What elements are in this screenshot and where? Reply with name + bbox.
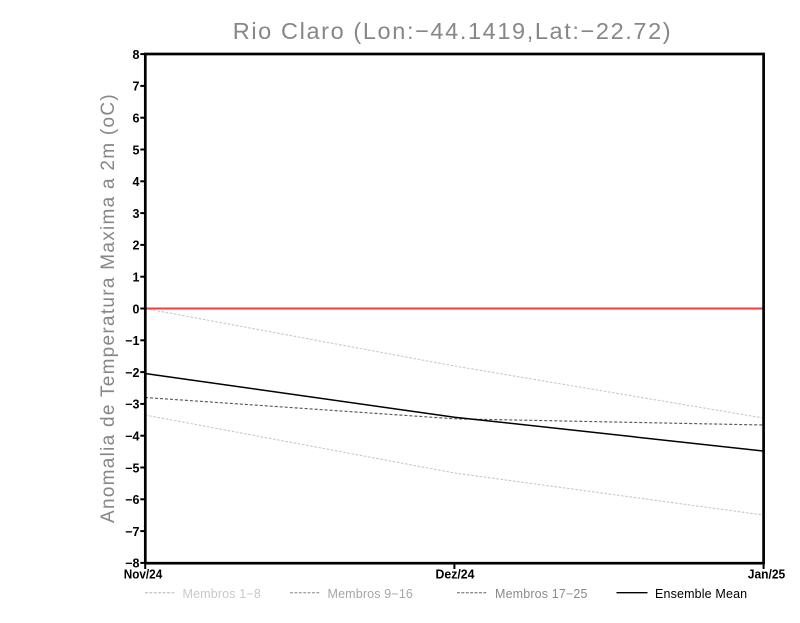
svg-text:1: 1	[133, 271, 140, 285]
svg-text:−6: −6	[125, 493, 139, 507]
svg-text:−5: −5	[125, 461, 139, 475]
svg-text:−2: −2	[125, 366, 139, 380]
svg-text:4: 4	[133, 175, 140, 189]
svg-text:−4: −4	[125, 430, 139, 444]
svg-text:7: 7	[133, 80, 140, 94]
svg-text:3: 3	[133, 207, 140, 221]
svg-text:Ensemble Mean: Ensemble Mean	[655, 587, 747, 601]
svg-text:5: 5	[133, 143, 140, 157]
svg-text:−7: −7	[125, 525, 139, 539]
svg-text:−8: −8	[125, 557, 139, 571]
svg-text:Membros 1−8: Membros 1−8	[183, 587, 261, 601]
svg-text:−3: −3	[125, 398, 139, 412]
svg-text:Membros 9−16: Membros 9−16	[328, 587, 414, 601]
svg-text:Dez/24: Dez/24	[436, 567, 476, 582]
svg-text:Jan/25: Jan/25	[748, 567, 786, 582]
svg-text:−1: −1	[125, 334, 139, 348]
svg-text:Membros 17−25: Membros 17−25	[495, 587, 588, 601]
svg-text:8: 8	[133, 48, 140, 62]
svg-text:6: 6	[133, 112, 140, 126]
svg-text:Anomalia de Temperatura Maxima: Anomalia de Temperatura Maxima a 2m (oC)	[98, 93, 119, 523]
svg-text:Nov/24: Nov/24	[124, 567, 163, 582]
svg-text:0: 0	[133, 302, 140, 316]
svg-text:2: 2	[133, 239, 140, 253]
svg-text:Rio Claro (Lon:−44.1419,Lat:−2: Rio Claro (Lon:−44.1419,Lat:−22.72)	[233, 18, 673, 44]
